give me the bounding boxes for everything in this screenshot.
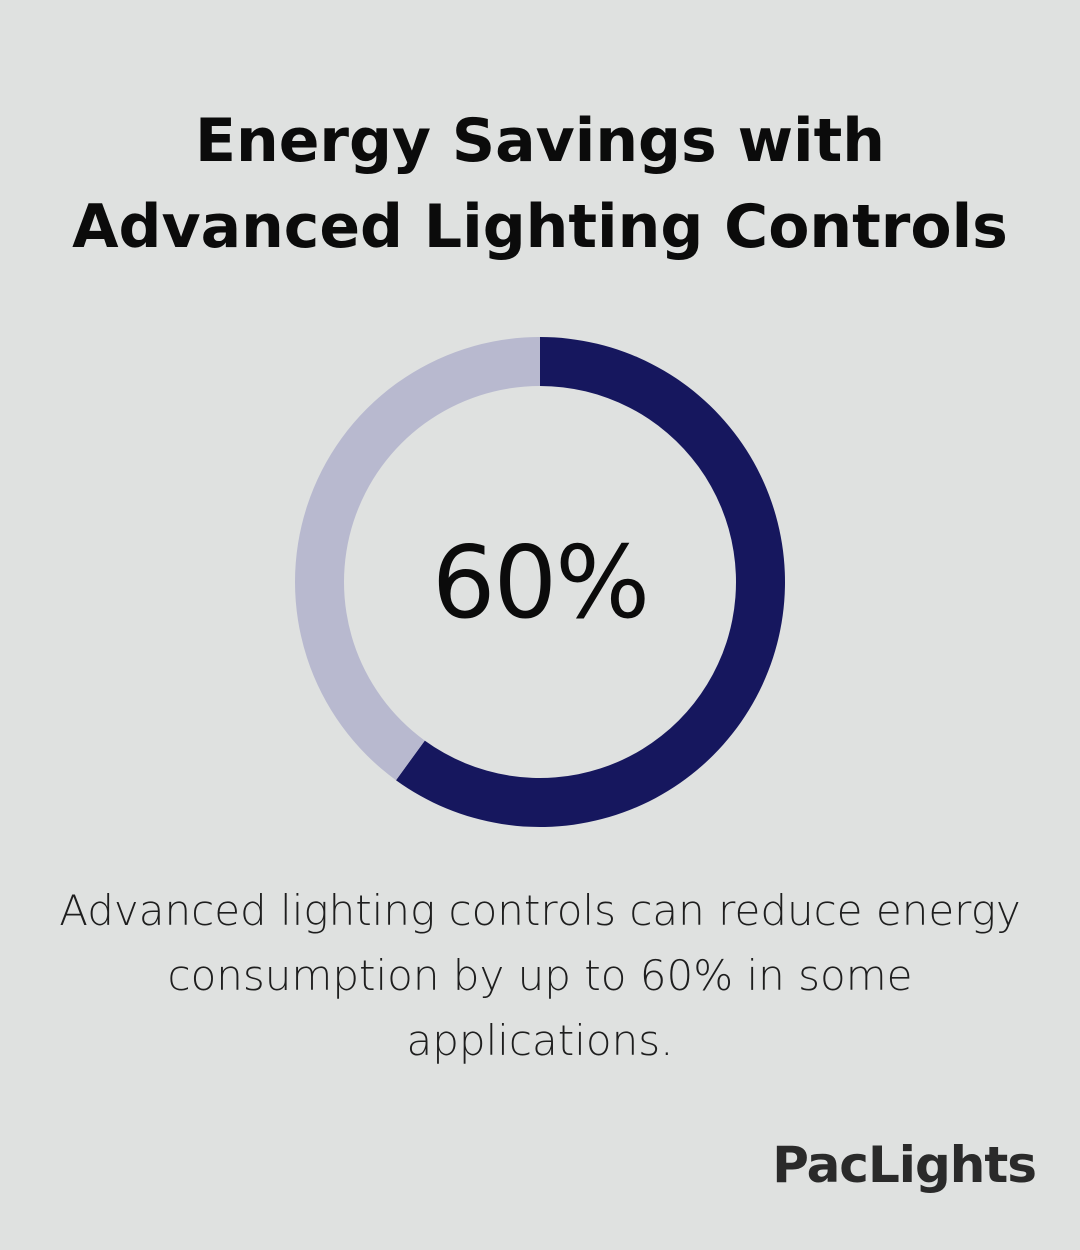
donut-chart — [295, 337, 785, 827]
page-title: Energy Savings with Advanced Lighting Co… — [0, 98, 1080, 270]
donut-slice-savings — [395, 337, 785, 827]
title-line-2: Advanced Lighting Controls — [72, 192, 1008, 262]
brand-logo: PacLights — [772, 1136, 1037, 1194]
donut-slice-remainder — [295, 337, 540, 781]
caption-text: Advanced lighting controls can reduce en… — [59, 886, 1021, 1065]
center-value-label: 60% — [431, 523, 650, 641]
title-line-1: Energy Savings with — [195, 106, 885, 176]
